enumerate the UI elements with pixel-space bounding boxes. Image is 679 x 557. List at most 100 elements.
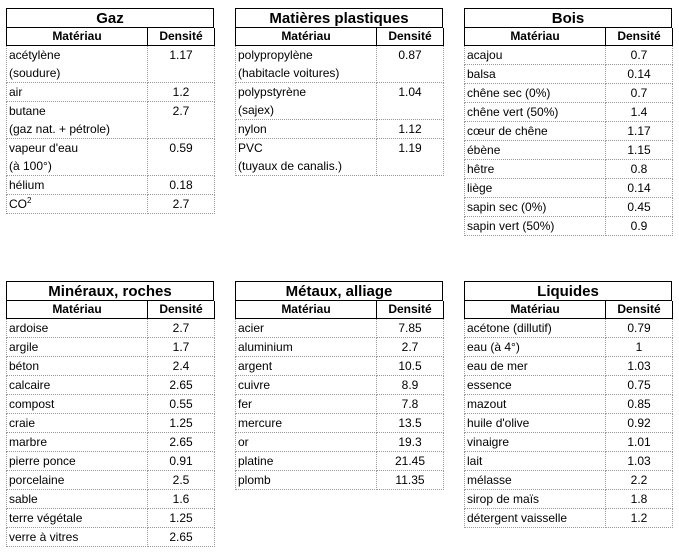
header-material: Matériau bbox=[235, 28, 377, 46]
density-value: 0.8 bbox=[605, 159, 673, 179]
material-note: (soudure) bbox=[9, 66, 61, 80]
table-row: marbre 2.65 bbox=[6, 432, 215, 452]
density-value: 1.8 bbox=[605, 489, 673, 509]
density-value: 1.01 bbox=[605, 432, 673, 452]
table-row: fer 7.8 bbox=[235, 394, 444, 414]
material-cell: béton bbox=[6, 356, 148, 376]
table-row: pierre ponce 0.91 bbox=[6, 451, 215, 471]
material-note: (habitacle voitures) bbox=[238, 66, 340, 80]
table-row: cuivre 8.9 bbox=[235, 375, 444, 395]
table-row: mazout 0.85 bbox=[464, 394, 673, 414]
material-cell: eau de mer bbox=[464, 356, 606, 376]
header-row: Matériau Densité bbox=[6, 28, 215, 46]
table-bois: Bois Matériau Densité acajou 0.7 balsa 0.14 chê… bbox=[464, 8, 673, 236]
table-row: CO2 2.7 bbox=[6, 194, 215, 214]
table-row: calcaire 2.65 bbox=[6, 375, 215, 395]
material-name: mercure bbox=[238, 416, 283, 430]
material-name: hélium bbox=[9, 178, 45, 192]
material-name: terre végétale bbox=[9, 511, 83, 525]
material-name: essence bbox=[467, 378, 512, 392]
density-value: 2.7 bbox=[147, 101, 215, 139]
table-row: ébène 1.15 bbox=[464, 140, 673, 160]
density-value: 0.45 bbox=[605, 197, 673, 217]
density-value: 2.7 bbox=[147, 318, 215, 338]
material-cell: vinaigre bbox=[464, 432, 606, 452]
table-row: acétylène (soudure) 1.17 bbox=[6, 45, 215, 83]
material-cell: acajou bbox=[464, 45, 606, 65]
table-row: plomb 11.35 bbox=[235, 470, 444, 490]
material-note: (à 100°) bbox=[9, 159, 52, 173]
density-value: 2.2 bbox=[605, 470, 673, 490]
material-cell: porcelaine bbox=[6, 470, 148, 490]
material-cell: aluminium bbox=[235, 337, 377, 357]
material-cell: acétylène (soudure) bbox=[6, 45, 148, 83]
table-row: lait 1.03 bbox=[464, 451, 673, 471]
table-row: acier 7.85 bbox=[235, 318, 444, 338]
table-row: balsa 0.14 bbox=[464, 64, 673, 84]
material-name: porcelaine bbox=[9, 473, 65, 487]
header-density: Densité bbox=[376, 28, 444, 46]
table-row: chêne vert (50%) 1.4 bbox=[464, 102, 673, 122]
density-value: 2.5 bbox=[147, 470, 215, 490]
material-cell: mazout bbox=[464, 394, 606, 414]
material-name: nylon bbox=[238, 122, 267, 136]
material-cell: compost bbox=[6, 394, 148, 414]
density-value: 2.65 bbox=[147, 527, 215, 547]
material-name: lait bbox=[467, 454, 483, 468]
material-cell: eau (à 4°) bbox=[464, 337, 606, 357]
material-cell: balsa bbox=[464, 64, 606, 84]
density-value: 1.15 bbox=[605, 140, 673, 160]
table-row: argile 1.7 bbox=[6, 337, 215, 357]
table-row: porcelaine 2.5 bbox=[6, 470, 215, 490]
material-cell: verre à vitres bbox=[6, 527, 148, 547]
table-row: aluminium 2.7 bbox=[235, 337, 444, 357]
density-value: 0.79 bbox=[605, 318, 673, 338]
material-name: plomb bbox=[238, 473, 271, 487]
material-name: acétone (dillutif) bbox=[467, 321, 552, 335]
table-row: eau (à 4°) 1 bbox=[464, 337, 673, 357]
density-value: 1.25 bbox=[147, 508, 215, 528]
table-row: essence 0.75 bbox=[464, 375, 673, 395]
table-row: eau de mer 1.03 bbox=[464, 356, 673, 376]
material-cell: air bbox=[6, 82, 148, 102]
table-row: détergent vaisselle 1.2 bbox=[464, 508, 673, 528]
material-cell: plomb bbox=[235, 470, 377, 490]
material-name: eau de mer bbox=[467, 359, 528, 373]
density-value: 0.18 bbox=[147, 175, 215, 195]
header-row: Matériau Densité bbox=[464, 301, 673, 319]
material-name: mazout bbox=[467, 397, 507, 411]
density-value: 1 bbox=[605, 337, 673, 357]
material-name: hêtre bbox=[467, 162, 495, 176]
material-cell: ébène bbox=[464, 140, 606, 160]
material-name: cœur de chêne bbox=[467, 124, 548, 138]
header-material: Matériau bbox=[235, 301, 377, 319]
table-row: polypropylène (habitacle voitures) 0.87 bbox=[235, 45, 444, 83]
table-row: or 19.3 bbox=[235, 432, 444, 452]
material-cell: polypropylène (habitacle voitures) bbox=[235, 45, 377, 83]
density-value: 1.6 bbox=[147, 489, 215, 509]
density-value: 1.25 bbox=[147, 413, 215, 433]
material-note: (sajex) bbox=[238, 103, 275, 117]
material-cell: or bbox=[235, 432, 377, 452]
material-cell: sirop de maïs bbox=[464, 489, 606, 509]
material-name: argent bbox=[238, 359, 273, 373]
table-row: PVC (tuyaux de canalis.) 1.19 bbox=[235, 138, 444, 176]
header-density: Densité bbox=[605, 301, 673, 319]
material-name: cuivre bbox=[238, 378, 271, 392]
header-row: Matériau Densité bbox=[464, 28, 673, 46]
density-value: 10.5 bbox=[376, 356, 444, 376]
density-table: Matériau Densité acajou 0.7 balsa 0.14 chêne s… bbox=[464, 28, 673, 236]
material-name: polypstyrène bbox=[238, 85, 307, 99]
table-row: craie 1.25 bbox=[6, 413, 215, 433]
material-name: huile d'olive bbox=[467, 416, 530, 430]
material-cell: chêne sec (0%) bbox=[464, 83, 606, 103]
material-name: polypropylène bbox=[238, 48, 313, 62]
density-value: 2.65 bbox=[147, 375, 215, 395]
material-cell: hélium bbox=[6, 175, 148, 195]
material-cell: chêne vert (50%) bbox=[464, 102, 606, 122]
table-row: acétone (dillutif) 0.79 bbox=[464, 318, 673, 338]
material-name: verre à vitres bbox=[9, 530, 79, 544]
table-row: platine 21.45 bbox=[235, 451, 444, 471]
material-cell: mercure bbox=[235, 413, 377, 433]
density-value: 1.7 bbox=[147, 337, 215, 357]
